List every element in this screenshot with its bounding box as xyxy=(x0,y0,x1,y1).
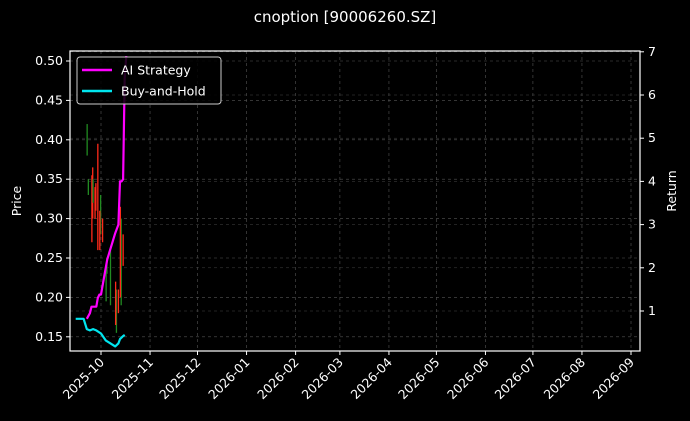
y-axis-label: Price xyxy=(9,185,24,216)
x-tick-label: 2026-05 xyxy=(395,355,443,403)
y-tick-label: 0.35 xyxy=(35,171,63,186)
grid xyxy=(70,51,640,351)
legend: AI Strategy Buy-and-Hold xyxy=(76,56,222,105)
x-tick-label: 2026-08 xyxy=(541,354,589,402)
x-tick-label: 2026-07 xyxy=(491,355,539,403)
y2-tick-label: 2 xyxy=(648,260,656,275)
chart-title: cnoption [90006260.SZ] xyxy=(253,8,437,26)
candlesticks xyxy=(86,124,124,333)
y-tick-label: 0.45 xyxy=(35,92,63,107)
plot-frame xyxy=(69,50,641,352)
x-tick-label: 2026-01 xyxy=(205,355,253,403)
series-buy-and-hold xyxy=(75,317,126,348)
x-axis: 2025-10 2025-11 2025-12 2026-01 2026-022026-… xyxy=(60,351,638,403)
legend-label: AI Strategy xyxy=(121,63,191,78)
y2-tick-label: 6 xyxy=(648,87,656,102)
y-tick-label: 0.50 xyxy=(35,53,63,68)
x-tick-label: 2025-11 xyxy=(109,355,157,403)
y-tick-label: 0.20 xyxy=(35,289,63,304)
y-tick-label: 0.30 xyxy=(35,211,63,226)
x-tick-label: 2026-09 xyxy=(590,354,638,402)
legend-label: Buy-and-Hold xyxy=(121,84,206,99)
x-tick-label: 2026-06 xyxy=(444,354,492,402)
y2-tick-label: 1 xyxy=(648,303,656,318)
y2-tick-label: 4 xyxy=(648,173,656,188)
series-ai-strategy xyxy=(85,56,128,320)
right-axis: 1 2 3 4 5 6 7 Return xyxy=(640,44,679,318)
y2-axis-label: Return xyxy=(664,170,679,211)
y2-tick-label: 5 xyxy=(648,130,656,145)
left-axis: 0.15 0.20 0.25 0.30 0.35 0.40 0.45 0.50 Price xyxy=(9,53,70,344)
y2-tick-label: 7 xyxy=(648,44,656,59)
y2-tick-label: 3 xyxy=(648,217,656,232)
x-tick-label: 2026-03 xyxy=(298,355,346,403)
y-tick-label: 0.15 xyxy=(35,329,63,344)
x-tick-label: 2026-04 xyxy=(348,354,396,402)
y-tick-label: 0.40 xyxy=(35,132,63,147)
x-tick-label: 2025-10 xyxy=(60,354,108,402)
x-tick-label: 2025-12 xyxy=(156,355,204,403)
y-tick-label: 0.25 xyxy=(35,250,63,265)
x-tick-label: 2026-02 xyxy=(254,355,302,403)
